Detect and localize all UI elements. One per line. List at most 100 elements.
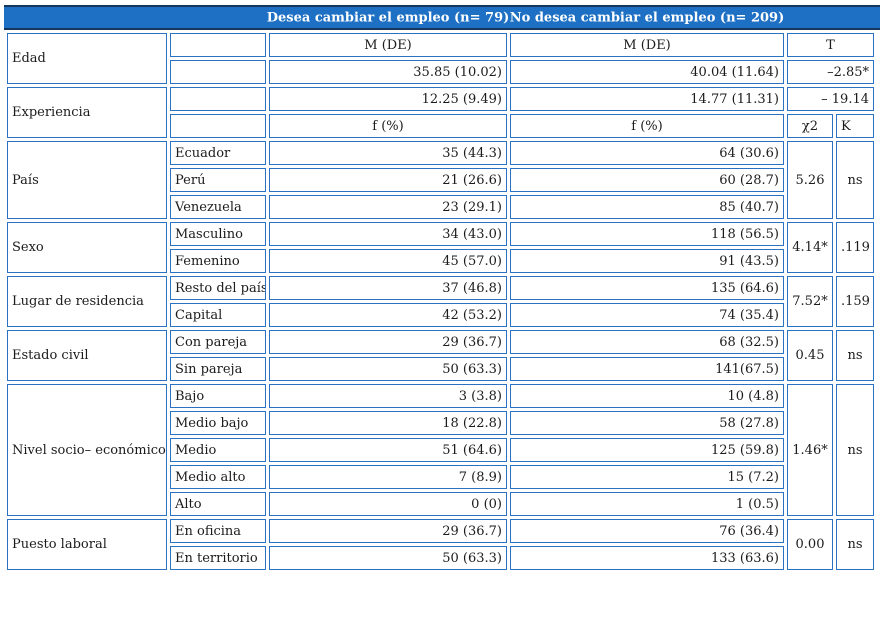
group1-value-cell: 51 (64.6) bbox=[269, 438, 507, 462]
table-row: Medio bajo 18 (22.8) 58 (27.8) bbox=[7, 411, 874, 435]
k-value-cell: .159 bbox=[836, 276, 875, 327]
subcategory-label: Con pareja bbox=[170, 330, 266, 354]
subcategory-label: Venezuela bbox=[170, 195, 266, 219]
subcategory-label: Medio bajo bbox=[170, 411, 266, 435]
subcategory-label: Resto del país bbox=[170, 276, 266, 300]
table-row: f (%) f (%) χ2 K bbox=[7, 114, 875, 138]
category-label: Edad bbox=[7, 33, 167, 84]
group2-value-cell: 60 (28.7) bbox=[510, 168, 784, 192]
subcategory-label: Ecuador bbox=[170, 141, 266, 165]
table-row: Medio 51 (64.6) 125 (59.8) bbox=[7, 438, 874, 462]
category-label: Nivel socio– económico bbox=[7, 384, 167, 516]
subcategory-label: Femenino bbox=[170, 249, 266, 273]
subcategory-label: Perú bbox=[170, 168, 266, 192]
group1-value-cell: 29 (36.7) bbox=[269, 519, 507, 543]
table-row: Experiencia 12.25 (9.49) 14.77 (11.31) –… bbox=[7, 87, 875, 138]
t-value-cell: –2.85* bbox=[787, 60, 875, 84]
k-value-cell: ns bbox=[836, 519, 875, 570]
group2-value-cell: 141(67.5) bbox=[510, 357, 784, 381]
chi2-value-cell: 1.46* bbox=[787, 384, 833, 516]
table-row: Alto 0 (0) 1 (0.5) bbox=[7, 492, 874, 516]
group1-value-cell: 12.25 (9.49) bbox=[269, 87, 507, 111]
subcategory-label: En oficina bbox=[170, 519, 266, 543]
group2-value-cell: 10 (4.8) bbox=[510, 384, 784, 408]
chi2-value-cell: 4.14* bbox=[787, 222, 833, 273]
table-row: En territorio 50 (63.3) 133 (63.6) bbox=[7, 546, 874, 570]
k-value-cell: ns bbox=[836, 141, 875, 219]
group1-value-cell: 7 (8.9) bbox=[269, 465, 507, 489]
group2-value-cell: 14.77 (11.31) bbox=[510, 87, 784, 111]
k-value-cell: ns bbox=[836, 384, 875, 516]
table-row: Femenino 45 (57.0) 91 (43.5) bbox=[7, 249, 874, 273]
category-label: Sexo bbox=[7, 222, 167, 273]
group2-value-cell: 135 (64.6) bbox=[510, 276, 784, 300]
k-header: K bbox=[836, 114, 875, 138]
group1-value-cell: 21 (26.6) bbox=[269, 168, 507, 192]
group2-value-cell: 68 (32.5) bbox=[510, 330, 784, 354]
group1-value-cell: 37 (46.8) bbox=[269, 276, 507, 300]
empty-cell bbox=[170, 114, 266, 138]
group1-value-cell: 35.85 (10.02) bbox=[269, 60, 507, 84]
group1-value-cell: 50 (63.3) bbox=[269, 546, 507, 570]
empty-cell bbox=[170, 60, 266, 84]
group1-value-cell: 34 (43.0) bbox=[269, 222, 507, 246]
group2-value-cell: 91 (43.5) bbox=[510, 249, 784, 273]
table-row: Puesto laboral En oficina 29 (36.7) 76 (… bbox=[7, 519, 875, 570]
chi2-header: χ2 bbox=[787, 114, 833, 138]
m-de-header: M (DE) bbox=[269, 33, 507, 57]
group1-value-cell: 0 (0) bbox=[269, 492, 507, 516]
table-row: Sexo Masculino 34 (43.0) 118 (56.5) 4.14… bbox=[7, 222, 875, 273]
table-row: Lugar de residencia Resto del país 37 (4… bbox=[7, 276, 875, 327]
group2-value-cell: 125 (59.8) bbox=[510, 438, 784, 462]
page: Desea cambiar el empleo (n= 79) No desea… bbox=[4, 5, 880, 573]
empty-cell bbox=[170, 87, 266, 111]
table-row: 35.85 (10.02) 40.04 (11.64) –2.85* bbox=[7, 60, 875, 84]
group2-header: No desea cambiar el empleo (n= 209) bbox=[509, 10, 785, 25]
group1-value-cell: 42 (53.2) bbox=[269, 303, 507, 327]
k-value-cell: ns bbox=[836, 330, 875, 381]
subcategory-label: Bajo bbox=[170, 384, 266, 408]
table-row: Medio alto 7 (8.9) 15 (7.2) bbox=[7, 465, 874, 489]
group1-header: Desea cambiar el empleo (n= 79) bbox=[266, 10, 510, 25]
group2-value-cell: 74 (35.4) bbox=[510, 303, 784, 327]
table-row: Estado civil Con pareja 29 (36.7) 68 (32… bbox=[7, 330, 875, 381]
chi2-value-cell: 0.00 bbox=[787, 519, 833, 570]
category-label: Puesto laboral bbox=[7, 519, 167, 570]
category-label: Experiencia bbox=[7, 87, 167, 138]
table-row: Sin pareja 50 (63.3) 141(67.5) bbox=[7, 357, 874, 381]
table-row: Perú 21 (26.6) 60 (28.7) bbox=[7, 168, 874, 192]
group2-value-cell: 118 (56.5) bbox=[510, 222, 784, 246]
group1-value-cell: 50 (63.3) bbox=[269, 357, 507, 381]
group1-value-cell: 18 (22.8) bbox=[269, 411, 507, 435]
group2-value-cell: 15 (7.2) bbox=[510, 465, 784, 489]
stats-table: Edad M (DE) M (DE) T 35.85 (10.02) 40.04… bbox=[4, 30, 877, 573]
f-pct-header: f (%) bbox=[510, 114, 784, 138]
group2-value-cell: 40.04 (11.64) bbox=[510, 60, 784, 84]
category-label: País bbox=[7, 141, 167, 219]
subcategory-label: En territorio bbox=[170, 546, 266, 570]
category-label: Lugar de residencia bbox=[7, 276, 167, 327]
subcategory-label: Alto bbox=[170, 492, 266, 516]
subcategory-label: Medio alto bbox=[170, 465, 266, 489]
empty-cell bbox=[170, 33, 266, 57]
group1-value-cell: 45 (57.0) bbox=[269, 249, 507, 273]
group1-value-cell: 23 (29.1) bbox=[269, 195, 507, 219]
subcategory-label: Capital bbox=[170, 303, 266, 327]
group2-value-cell: 76 (36.4) bbox=[510, 519, 784, 543]
table-row: Nivel socio– económico Bajo 3 (3.8) 10 (… bbox=[7, 384, 875, 516]
chi2-value-cell: 0.45 bbox=[787, 330, 833, 381]
subcategory-label: Sin pareja bbox=[170, 357, 266, 381]
group2-value-cell: 85 (40.7) bbox=[510, 195, 784, 219]
group1-value-cell: 3 (3.8) bbox=[269, 384, 507, 408]
group1-value-cell: 35 (44.3) bbox=[269, 141, 507, 165]
t-header: T bbox=[787, 33, 875, 57]
subcategory-label: Medio bbox=[170, 438, 266, 462]
group2-value-cell: 64 (30.6) bbox=[510, 141, 784, 165]
k-value-cell: .119 bbox=[836, 222, 875, 273]
group2-value-cell: 1 (0.5) bbox=[510, 492, 784, 516]
group1-value-cell: 29 (36.7) bbox=[269, 330, 507, 354]
table-row: País Ecuador 35 (44.3) 64 (30.6) 5.26 ns bbox=[7, 141, 875, 219]
table-row: Edad M (DE) M (DE) T bbox=[7, 33, 875, 84]
group-header-bar: Desea cambiar el empleo (n= 79) No desea… bbox=[4, 5, 880, 30]
table-row: Venezuela 23 (29.1) 85 (40.7) bbox=[7, 195, 874, 219]
